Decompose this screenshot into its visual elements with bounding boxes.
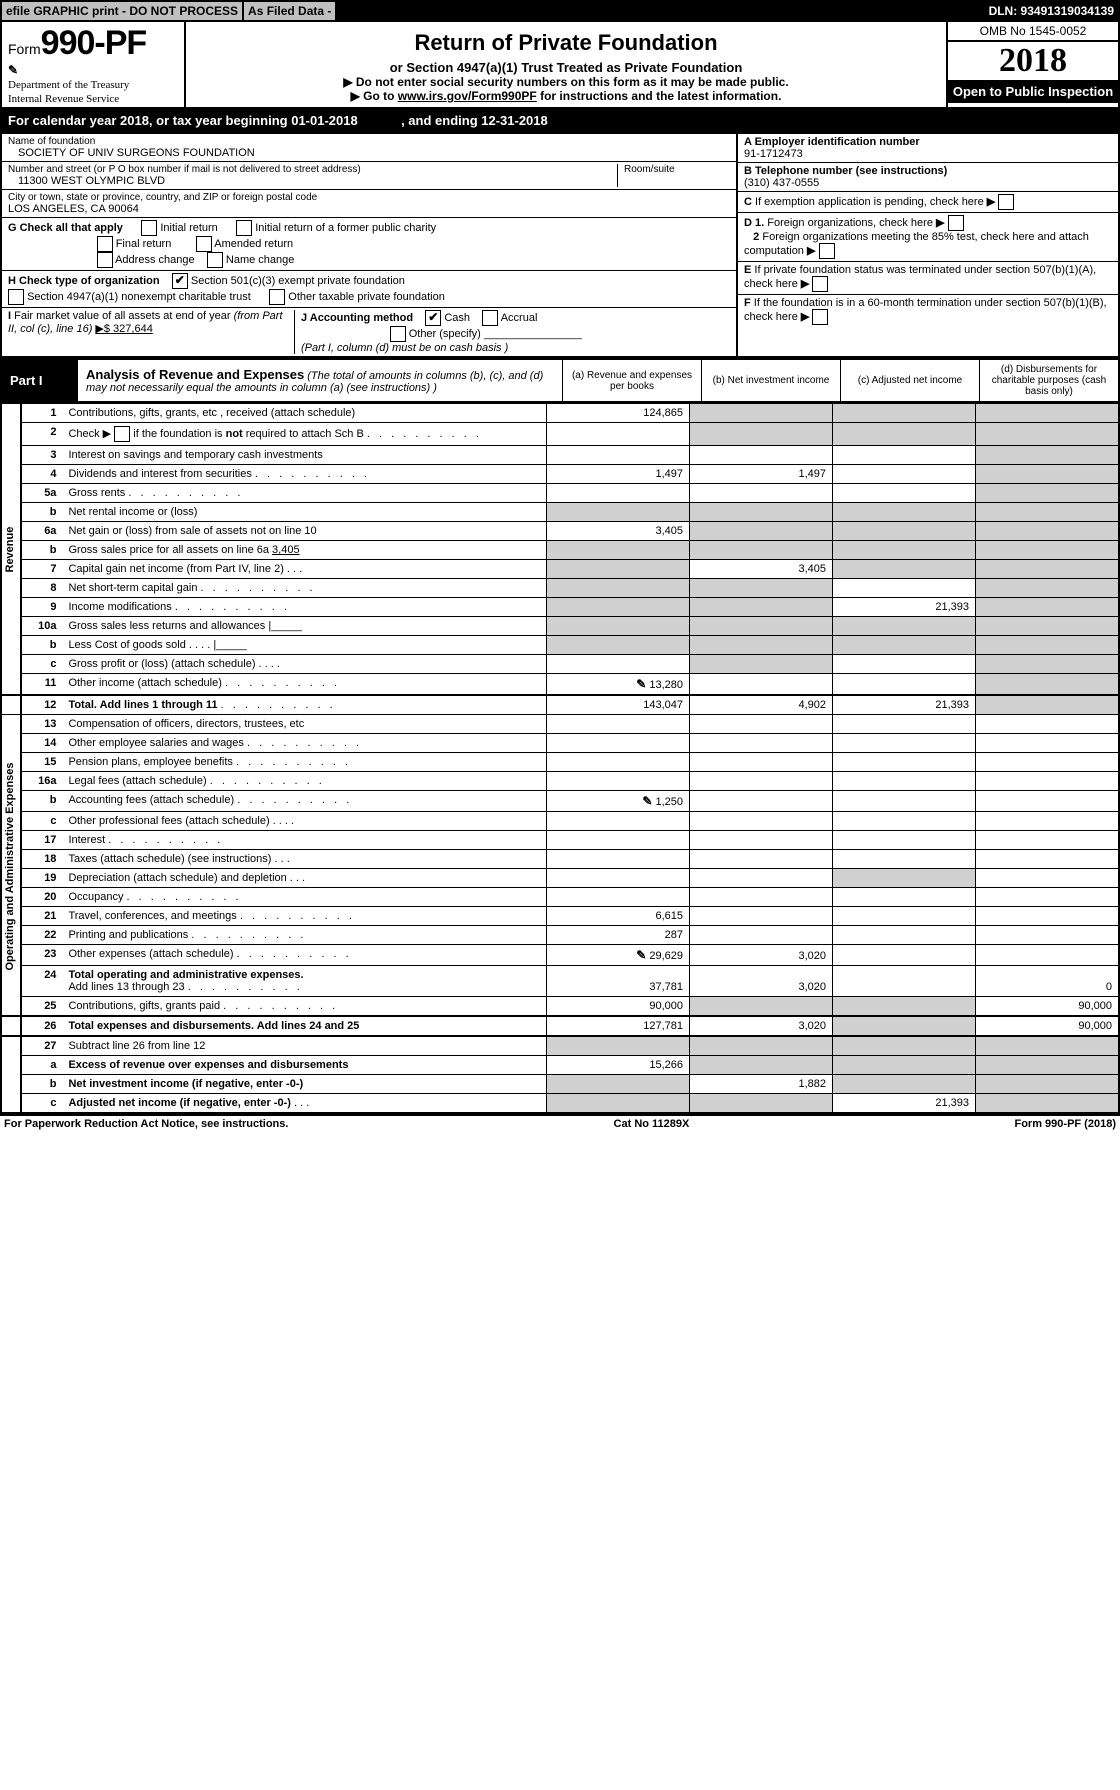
chk-sch-b[interactable] [114, 426, 130, 442]
chk-other-taxable[interactable] [269, 289, 285, 305]
chk-final-return[interactable] [97, 236, 113, 252]
chk-address-change[interactable] [97, 252, 113, 268]
part-i-header: Part I Analysis of Revenue and Expenses … [0, 358, 1120, 403]
attach-icon: ✎ [8, 63, 178, 77]
b-label: B Telephone number (see instructions) [744, 165, 947, 177]
dept-irs: Internal Revenue Service [8, 93, 178, 105]
as-filed-label: As Filed Data - [244, 2, 337, 20]
part-i-table: Revenue 1Contributions, gifts, grants, e… [0, 403, 1120, 1114]
phone-cell: B Telephone number (see instructions) (3… [738, 163, 1118, 192]
foundation-name: SOCIETY OF UNIV SURGEONS FOUNDATION [8, 147, 730, 159]
chk-501c3[interactable] [172, 273, 188, 289]
chk-4947a1[interactable] [8, 289, 24, 305]
dept-treasury: Department of the Treasury [8, 79, 178, 91]
form-number: 990-PF [41, 24, 147, 62]
chk-c[interactable] [998, 194, 1014, 210]
e-cell: E If private foundation status was termi… [738, 262, 1118, 295]
tax-year: 2018 [948, 42, 1118, 80]
page-footer: For Paperwork Reduction Act Notice, see … [0, 1114, 1120, 1132]
col-c-header: (c) Adjusted net income [841, 360, 980, 401]
city-cell: City or town, state or province, country… [2, 190, 736, 218]
calendar-year-row: For calendar year 2018, or tax year begi… [0, 109, 1120, 134]
form-subtitle: or Section 4947(a)(1) Trust Treated as P… [192, 60, 940, 75]
g-label: G Check all that apply [8, 222, 123, 234]
chk-other-method[interactable] [390, 326, 406, 342]
chk-initial-return[interactable] [141, 220, 157, 236]
catalog-number: Cat No 11289X [614, 1118, 690, 1130]
form-title: Return of Private Foundation [192, 30, 940, 56]
paperwork-notice: For Paperwork Reduction Act Notice, see … [4, 1118, 288, 1130]
f-cell: F If the foundation is in a 60-month ter… [738, 295, 1118, 327]
form-prefix: Form [8, 41, 41, 57]
addr-label: Number and street (or P O box number if … [8, 164, 611, 175]
attach-icon: ✎ [642, 794, 652, 808]
col-b-header: (b) Net investment income [702, 360, 841, 401]
city-label: City or town, state or province, country… [8, 192, 730, 203]
part-i-pill: Part I [2, 360, 78, 401]
chk-d1[interactable] [948, 215, 964, 231]
ssn-note: ▶ Do not enter social security numbers o… [192, 75, 940, 89]
chk-amended-return[interactable] [196, 236, 212, 252]
foundation-name-cell: Name of foundation SOCIETY OF UNIV SURGE… [2, 134, 736, 162]
section-g: G Check all that apply Initial return In… [2, 218, 736, 271]
cal-year-end: , and ending 12-31-2018 [401, 113, 548, 128]
dln-number: DLN: 93491319034139 [985, 2, 1118, 20]
c-cell: C If exemption application is pending, c… [738, 192, 1118, 213]
chk-e[interactable] [812, 276, 828, 292]
cal-year-begin: For calendar year 2018, or tax year begi… [8, 113, 358, 128]
chk-accrual[interactable] [482, 310, 498, 326]
expenses-side-label: Operating and Administrative Expenses [1, 715, 21, 1017]
street-address: 11300 WEST OLYMPIC BLVD [8, 175, 611, 187]
j-note: (Part I, column (d) must be on cash basi… [301, 342, 508, 354]
header-title-block: Return of Private Foundation or Section … [186, 22, 948, 107]
address-cell: Number and street (or P O box number if … [2, 162, 736, 190]
section-h: H Check type of organization Section 501… [2, 271, 736, 308]
omb-number: OMB No 1545-0052 [948, 22, 1118, 42]
room-label: Room/suite [624, 164, 724, 175]
ein-value: 91-1712473 [744, 148, 803, 160]
info-grid: Name of foundation SOCIETY OF UNIV SURGE… [0, 134, 1120, 358]
top-bar: efile GRAPHIC print - DO NOT PROCESS As … [0, 0, 1120, 20]
revenue-side-label: Revenue [1, 404, 21, 696]
city-state-zip: LOS ANGELES, CA 90064 [8, 203, 730, 215]
ein-cell: A Employer identification number 91-1712… [738, 134, 1118, 163]
part-i-desc: Analysis of Revenue and Expenses (The to… [78, 360, 563, 401]
col-d-header: (d) Disbursements for charitable purpose… [980, 360, 1118, 401]
goto-note: ▶ Go to www.irs.gov/Form990PF for instru… [192, 89, 940, 103]
attach-icon: ✎ [636, 677, 646, 691]
attach-icon: ✎ [636, 948, 646, 962]
chk-cash[interactable] [425, 310, 441, 326]
header-left: Form990-PF ✎ Department of the Treasury … [2, 22, 186, 107]
col-a-header: (a) Revenue and expenses per books [563, 360, 702, 401]
efile-notice: efile GRAPHIC print - DO NOT PROCESS [2, 2, 244, 20]
header-right: OMB No 1545-0052 2018 Open to Public Ins… [948, 22, 1118, 107]
chk-name-change[interactable] [207, 252, 223, 268]
d-cell: D 1. Foreign organizations, check here ▶… [738, 213, 1118, 262]
fmv-value: ▶$ 327,644 [95, 323, 152, 335]
phone-value: (310) 437-0555 [744, 177, 819, 189]
open-public-badge: Open to Public Inspection [948, 80, 1118, 103]
topbar-spacer [337, 2, 984, 20]
name-label: Name of foundation [8, 136, 730, 147]
j-label: J Accounting method [301, 312, 413, 324]
a-label: A Employer identification number [744, 136, 920, 148]
chk-former-charity[interactable] [236, 220, 252, 236]
chk-f[interactable] [812, 309, 828, 325]
form-footer-id: Form 990-PF (2018) [1014, 1118, 1116, 1130]
form-header: Form990-PF ✎ Department of the Treasury … [0, 20, 1120, 109]
h-label: H Check type of organization [8, 275, 160, 287]
section-ij: I Fair market value of all assets at end… [2, 308, 736, 356]
chk-d2[interactable] [819, 243, 835, 259]
